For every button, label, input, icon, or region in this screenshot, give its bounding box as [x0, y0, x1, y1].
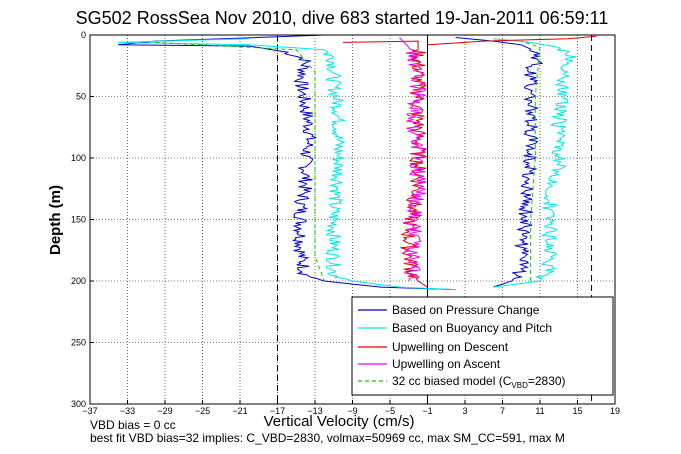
legend-label-model: 32 cc biased model (CVBD=2830)	[392, 374, 566, 390]
legend-label-buoyancy: Based on Buoyancy and Pitch	[392, 321, 552, 335]
legend: Based on Pressure Change Based on Buoyan…	[351, 296, 614, 396]
x-tick-label: −29	[157, 406, 172, 416]
x-tick-label: 15	[572, 406, 582, 416]
series-group	[118, 34, 597, 291]
x-tick-label: −37	[82, 406, 97, 416]
x-tick-label: −17	[270, 406, 285, 416]
x-tick-label: −21	[232, 406, 247, 416]
series-line-1-ascent	[493, 38, 577, 288]
y-tick-label: 0	[81, 30, 86, 40]
x-ticks: −37 −33 −29 −25 −21 −17 −13 −9 −5 −1 3 7 11 15 19	[82, 400, 620, 416]
x-tick-label: −5	[385, 406, 395, 416]
legend-label-pressure: Based on Pressure Change	[392, 303, 540, 317]
series-line-4-descent	[155, 41, 325, 282]
series-line-4-ascent	[521, 40, 541, 281]
legend-label-up-ascent: Upwelling on Ascent	[392, 357, 501, 371]
y-tick-label: 100	[71, 153, 86, 163]
y-ticks: 0 50 100 150 200 250 300	[71, 30, 94, 409]
y-tick-label: 300	[71, 399, 86, 409]
legend-box	[351, 296, 614, 396]
series-line-0-ascent	[455, 37, 544, 288]
chart-title: SG502 RossSea Nov 2010, dive 683 started…	[76, 8, 609, 28]
x-tick-label: −13	[307, 406, 322, 416]
y-tick-label: 150	[71, 215, 86, 225]
x-tick-label: −1	[422, 406, 432, 416]
series-line-0-descent	[118, 34, 456, 291]
best-fit-note: best fit VBD bias=32 implies: C_VBD=2830…	[90, 431, 565, 445]
vbd-bias-note: VBD bias = 0 cc	[90, 418, 176, 432]
x-tick-label: −9	[347, 406, 357, 416]
legend-label-up-descent: Upwelling on Descent	[392, 340, 509, 354]
x-tick-label: −33	[120, 406, 135, 416]
y-tick-label: 50	[76, 92, 86, 102]
y-tick-label: 200	[71, 276, 86, 286]
series-line-2-ascent	[427, 35, 597, 46]
x-tick-label: 11	[535, 406, 544, 416]
x-tick-label: 3	[462, 406, 467, 416]
y-tick-label: 250	[71, 338, 86, 348]
series-line-1-descent	[118, 38, 456, 291]
x-tick-label: 19	[610, 406, 620, 416]
series-line-3-descent	[399, 37, 428, 282]
x-tick-label: 7	[500, 406, 505, 416]
y-axis-label: Depth (m)	[47, 185, 64, 255]
x-tick-label: −25	[195, 406, 210, 416]
x-axis-label: Vertical Velocity (cm/s)	[264, 413, 415, 430]
